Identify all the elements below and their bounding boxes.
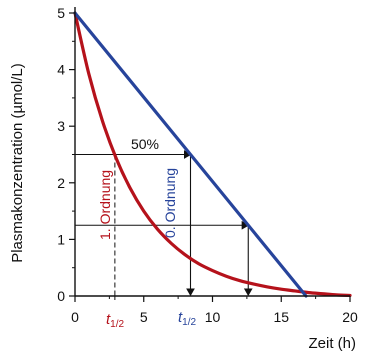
t-half-subscript: 1/2 xyxy=(182,317,196,328)
t-half-base: t xyxy=(106,311,111,328)
y-tick-label: 0 xyxy=(57,288,65,304)
t-half-label-first-order: t1/2 xyxy=(106,311,125,330)
y-tick-label: 5 xyxy=(57,5,65,21)
x-tick-label: 20 xyxy=(342,309,358,325)
x-tick-label: 5 xyxy=(140,309,148,325)
t-half-subscript: 1/2 xyxy=(110,319,124,330)
series-label-zero-order: 0. Ordnung xyxy=(162,168,178,238)
t-half-base: t xyxy=(178,309,183,326)
t-half-label-zero-order: t1/2 xyxy=(178,309,197,328)
series-curves xyxy=(73,11,352,298)
y-tick-label: 3 xyxy=(57,118,65,134)
series-line-zero-order xyxy=(73,11,308,298)
x-tick-label: 10 xyxy=(205,309,221,325)
x-tick-label: 0 xyxy=(71,309,79,325)
labels: Plasmakonzentration (µmol/L) Zeit (h) 50… xyxy=(9,63,356,352)
y-tick-label: 2 xyxy=(57,175,65,191)
x-axis-title: Zeit (h) xyxy=(308,335,356,352)
x-tick-label: 15 xyxy=(273,309,289,325)
y-tick-label: 4 xyxy=(57,62,65,78)
y-tick-label: 1 xyxy=(57,231,65,247)
axes: 0 1 2 3 4 5 0 5 10 15 20 xyxy=(57,5,358,325)
percent-label: 50% xyxy=(131,136,159,152)
series-label-first-order: 1. Ordnung xyxy=(97,170,113,240)
y-axis-title: Plasmakonzentration (µmol/L) xyxy=(9,63,26,263)
